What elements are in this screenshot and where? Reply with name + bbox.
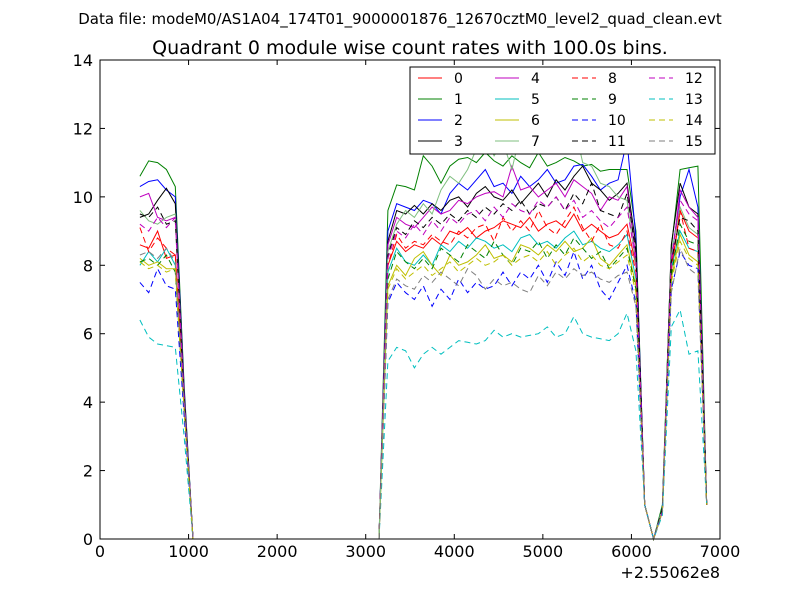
legend-label: 15	[685, 134, 703, 150]
x-offset-label: +2.55062e8	[620, 563, 720, 582]
y-tick-label: 0	[83, 530, 93, 549]
legend-entry-10: 10	[572, 113, 626, 129]
legend-label: 1	[454, 92, 463, 108]
legend-label: 14	[685, 113, 703, 129]
legend-label: 0	[454, 71, 463, 87]
legend-label: 10	[608, 113, 626, 129]
y-tick-label: 6	[83, 325, 93, 344]
legend-entry-3: 3	[418, 134, 463, 150]
x-tick-label: 4000	[434, 542, 475, 561]
legend-entry-8: 8	[572, 71, 617, 87]
legend-entry-2: 2	[418, 113, 463, 129]
legend-label: 13	[685, 92, 703, 108]
series-3	[139, 165, 708, 541]
x-tick-label: 1000	[168, 542, 209, 561]
series-15-segment-1	[378, 246, 708, 541]
x-tick-label: 5000	[522, 542, 563, 561]
series-5	[139, 229, 708, 541]
series-8-segment-0	[139, 227, 194, 540]
legend-entry-13: 13	[649, 92, 703, 108]
y-tick-label: 12	[73, 119, 93, 138]
legend-entry-4: 4	[495, 71, 540, 87]
series-14-segment-0	[139, 261, 194, 540]
y-tick-label: 14	[73, 51, 93, 70]
legend-label: 2	[454, 113, 463, 129]
legend-box	[409, 66, 716, 155]
series-7	[139, 121, 708, 541]
y-tick-label: 2	[83, 462, 93, 481]
legend-entry-6: 6	[495, 113, 540, 129]
x-tick-label: 2000	[257, 542, 298, 561]
x-tick-label: 7000	[700, 542, 741, 561]
series-3-segment-0	[139, 187, 194, 540]
plot-lines	[139, 121, 708, 541]
series-14-segment-1	[378, 239, 708, 541]
series-4-segment-1	[378, 164, 708, 541]
series-8	[139, 206, 708, 541]
y-tick-label: 4	[83, 393, 93, 412]
series-0-segment-0	[139, 229, 194, 540]
series-7-segment-1	[378, 121, 708, 541]
series-15	[139, 246, 708, 541]
series-3-segment-1	[378, 165, 708, 541]
series-10-segment-0	[139, 267, 194, 540]
legend-label: 9	[608, 92, 617, 108]
series-4-segment-0	[139, 192, 194, 540]
series-12-segment-0	[139, 216, 194, 540]
x-tick-label: 6000	[611, 542, 652, 561]
legend-label: 3	[454, 134, 463, 150]
series-2	[139, 140, 708, 541]
series-12-segment-1	[378, 196, 708, 541]
legend-entry-0: 0	[418, 71, 463, 87]
legend-label: 4	[531, 71, 540, 87]
legend-entry-7: 7	[495, 134, 540, 150]
series-2-segment-1	[378, 140, 708, 541]
legend-entry-5: 5	[495, 92, 540, 108]
legend-label: 12	[685, 71, 703, 87]
series-13	[139, 308, 708, 541]
series-5-segment-1	[378, 229, 708, 541]
legend-label: 5	[531, 92, 540, 108]
legend-label: 11	[608, 134, 626, 150]
series-7-segment-0	[139, 210, 194, 540]
series-10	[139, 250, 708, 541]
legend-entry-14: 14	[649, 113, 703, 129]
series-0	[139, 208, 708, 541]
series-1-segment-1	[378, 151, 708, 541]
series-14	[139, 239, 708, 541]
y-tick-label: 10	[73, 188, 93, 207]
series-10-segment-1	[378, 250, 708, 541]
series-11	[139, 181, 708, 541]
legend-label: 7	[531, 134, 540, 150]
series-2-segment-0	[139, 179, 194, 540]
legend-label: 6	[531, 113, 540, 129]
legend-entry-9: 9	[572, 92, 617, 108]
legend-entry-11: 11	[572, 134, 626, 150]
chart-title: Quadrant 0 module wise count rates with …	[152, 37, 668, 59]
legend-entry-12: 12	[649, 71, 703, 87]
series-11-segment-0	[139, 206, 194, 540]
series-9-segment-1	[378, 222, 708, 541]
series-6	[139, 232, 708, 541]
data-file-suptitle: Data file: modeM0/AS1A04_174T01_90000018…	[78, 10, 722, 29]
plot-frame	[99, 59, 721, 540]
series-1	[139, 151, 708, 541]
x-tick-label: 0	[95, 542, 105, 561]
series-9	[139, 222, 708, 541]
series-15-segment-0	[139, 247, 194, 540]
x-tick-label: 3000	[345, 542, 386, 561]
series-13-segment-1	[378, 308, 708, 541]
y-tick-label: 8	[83, 256, 93, 275]
legend-entry-1: 1	[418, 92, 463, 108]
series-4	[139, 164, 708, 541]
legend-label: 8	[608, 71, 617, 87]
legend-entry-15: 15	[649, 134, 703, 150]
series-11-segment-1	[378, 181, 708, 541]
